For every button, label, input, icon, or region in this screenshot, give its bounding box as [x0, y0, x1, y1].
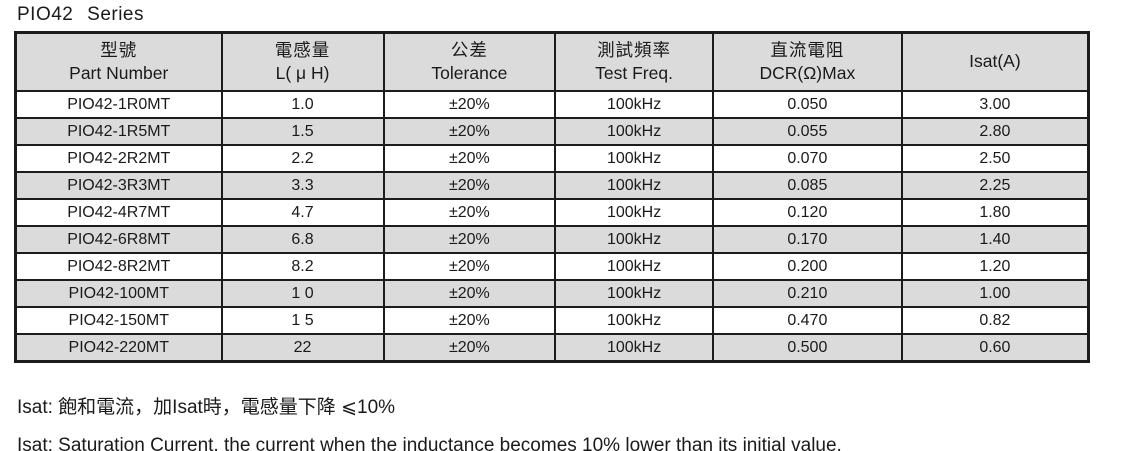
table-cell: ±20%: [382, 252, 557, 281]
table-row: PIO42-8R2MT 8.2 ±20% 100kHz 0.200 1.20: [14, 252, 1090, 281]
column-header: 公差 Tolerance: [382, 31, 557, 92]
table-cell: 1.00: [900, 279, 1090, 308]
table-header: 型號 Part Number 電感量 L( μ H) 公差 Tolerance 測試頻率 Te…: [14, 31, 1090, 92]
table-row: PIO42-6R8MT 6.8 ±20% 100kHz 0.170 1.40: [14, 225, 1090, 254]
table-cell: 1.20: [900, 252, 1090, 281]
table-cell: 0.82: [900, 306, 1090, 335]
header-row: 型號 Part Number 電感量 L( μ H) 公差 Tolerance 測試頻率 Te…: [14, 31, 1090, 92]
spec-table: 型號 Part Number 電感量 L( μ H) 公差 Tolerance 測試頻率 Te…: [14, 31, 1090, 363]
table-cell: 2.2: [220, 144, 385, 173]
table-cell: 100kHz: [554, 90, 714, 119]
table-cell: 1 5: [220, 306, 385, 335]
table-cell: 100kHz: [554, 144, 714, 173]
table-cell: ±20%: [382, 171, 557, 200]
table-cell: 0.200: [711, 252, 903, 281]
table-cell: 1.40: [900, 225, 1090, 254]
isat-note-en: Isat: Saturation Current, the current wh…: [17, 435, 842, 451]
table-cell: 0.60: [900, 333, 1090, 363]
table-cell: ±20%: [382, 333, 557, 363]
table-row: PIO42-3R3MT 3.3 ±20% 100kHz 0.085 2.25: [14, 171, 1090, 200]
table-cell: PIO42-150MT: [14, 306, 223, 335]
table-cell: 100kHz: [554, 252, 714, 281]
table-cell: PIO42-6R8MT: [14, 225, 223, 254]
table-cell: 3.00: [900, 90, 1090, 119]
table-cell: 0.055: [711, 117, 903, 146]
table-cell: 2.25: [900, 171, 1090, 200]
table-cell: ±20%: [382, 144, 557, 173]
table-cell: PIO42-100MT: [14, 279, 223, 308]
column-header: 測試頻率 Test Freq.: [554, 31, 714, 92]
table-cell: PIO42-220MT: [14, 333, 223, 363]
table-row: PIO42-220MT 22 ±20% 100kHz 0.500 0.60: [14, 333, 1090, 363]
table-cell: 0.050: [711, 90, 903, 119]
table-row: PIO42-2R2MT 2.2 ±20% 100kHz 0.070 2.50: [14, 144, 1090, 173]
column-header: 電感量 L( μ H): [220, 31, 385, 92]
table-cell: ±20%: [382, 117, 557, 146]
table-cell: 1.5: [220, 117, 385, 146]
table-cell: ±20%: [382, 90, 557, 119]
table-cell: 4.7: [220, 198, 385, 227]
table-cell: 100kHz: [554, 306, 714, 335]
table-cell: PIO42-8R2MT: [14, 252, 223, 281]
table-cell: 100kHz: [554, 333, 714, 363]
table-cell: PIO42-1R0MT: [14, 90, 223, 119]
table-cell: 1.80: [900, 198, 1090, 227]
table-cell: 6.8: [220, 225, 385, 254]
table-cell: 0.500: [711, 333, 903, 363]
isat-note-zh: Isat: 飽和電流，加Isat時，電感量下降 ⩽10%: [17, 397, 396, 418]
table-row: PIO42-1R5MT 1.5 ±20% 100kHz 0.055 2.80: [14, 117, 1090, 146]
table-cell: 0.120: [711, 198, 903, 227]
column-header: 直流電阻 DCR(Ω)Max: [711, 31, 903, 92]
table-cell: 1.0: [220, 90, 385, 119]
table-cell: 100kHz: [554, 225, 714, 254]
table-cell: 22: [220, 333, 385, 363]
table-row: PIO42-1R0MT 1.0 ±20% 100kHz 0.050 3.00: [14, 90, 1090, 119]
table-cell: 0.470: [711, 306, 903, 335]
page-title: PIO42 Series: [17, 4, 144, 25]
table-cell: 2.80: [900, 117, 1090, 146]
table-cell: 2.50: [900, 144, 1090, 173]
table-cell: 0.210: [711, 279, 903, 308]
table-row: PIO42-4R7MT 4.7 ±20% 100kHz 0.120 1.80: [14, 198, 1090, 227]
table-row: PIO42-100MT 1 0 ±20% 100kHz 0.210 1.00: [14, 279, 1090, 308]
table-cell: PIO42-1R5MT: [14, 117, 223, 146]
table-cell: ±20%: [382, 198, 557, 227]
table-cell: 3.3: [220, 171, 385, 200]
table-cell: 100kHz: [554, 117, 714, 146]
table-cell: 100kHz: [554, 171, 714, 200]
table-cell: PIO42-4R7MT: [14, 198, 223, 227]
table-cell: ±20%: [382, 279, 557, 308]
table-cell: 100kHz: [554, 198, 714, 227]
table-cell: 8.2: [220, 252, 385, 281]
table-cell: 1 0: [220, 279, 385, 308]
table-cell: 0.170: [711, 225, 903, 254]
table-cell: ±20%: [382, 225, 557, 254]
table-cell: ±20%: [382, 306, 557, 335]
table-row: PIO42-150MT 1 5 ±20% 100kHz 0.470 0.82: [14, 306, 1090, 335]
table-cell: PIO42-3R3MT: [14, 171, 223, 200]
table-cell: 0.070: [711, 144, 903, 173]
table-body: PIO42-1R0MT 1.0 ±20% 100kHz 0.050 3.00 PIO42-1…: [14, 90, 1090, 363]
column-header: Isat(A): [900, 31, 1090, 92]
column-header: 型號 Part Number: [14, 31, 223, 92]
table-cell: 100kHz: [554, 279, 714, 308]
table-cell: 0.085: [711, 171, 903, 200]
table-cell: PIO42-2R2MT: [14, 144, 223, 173]
